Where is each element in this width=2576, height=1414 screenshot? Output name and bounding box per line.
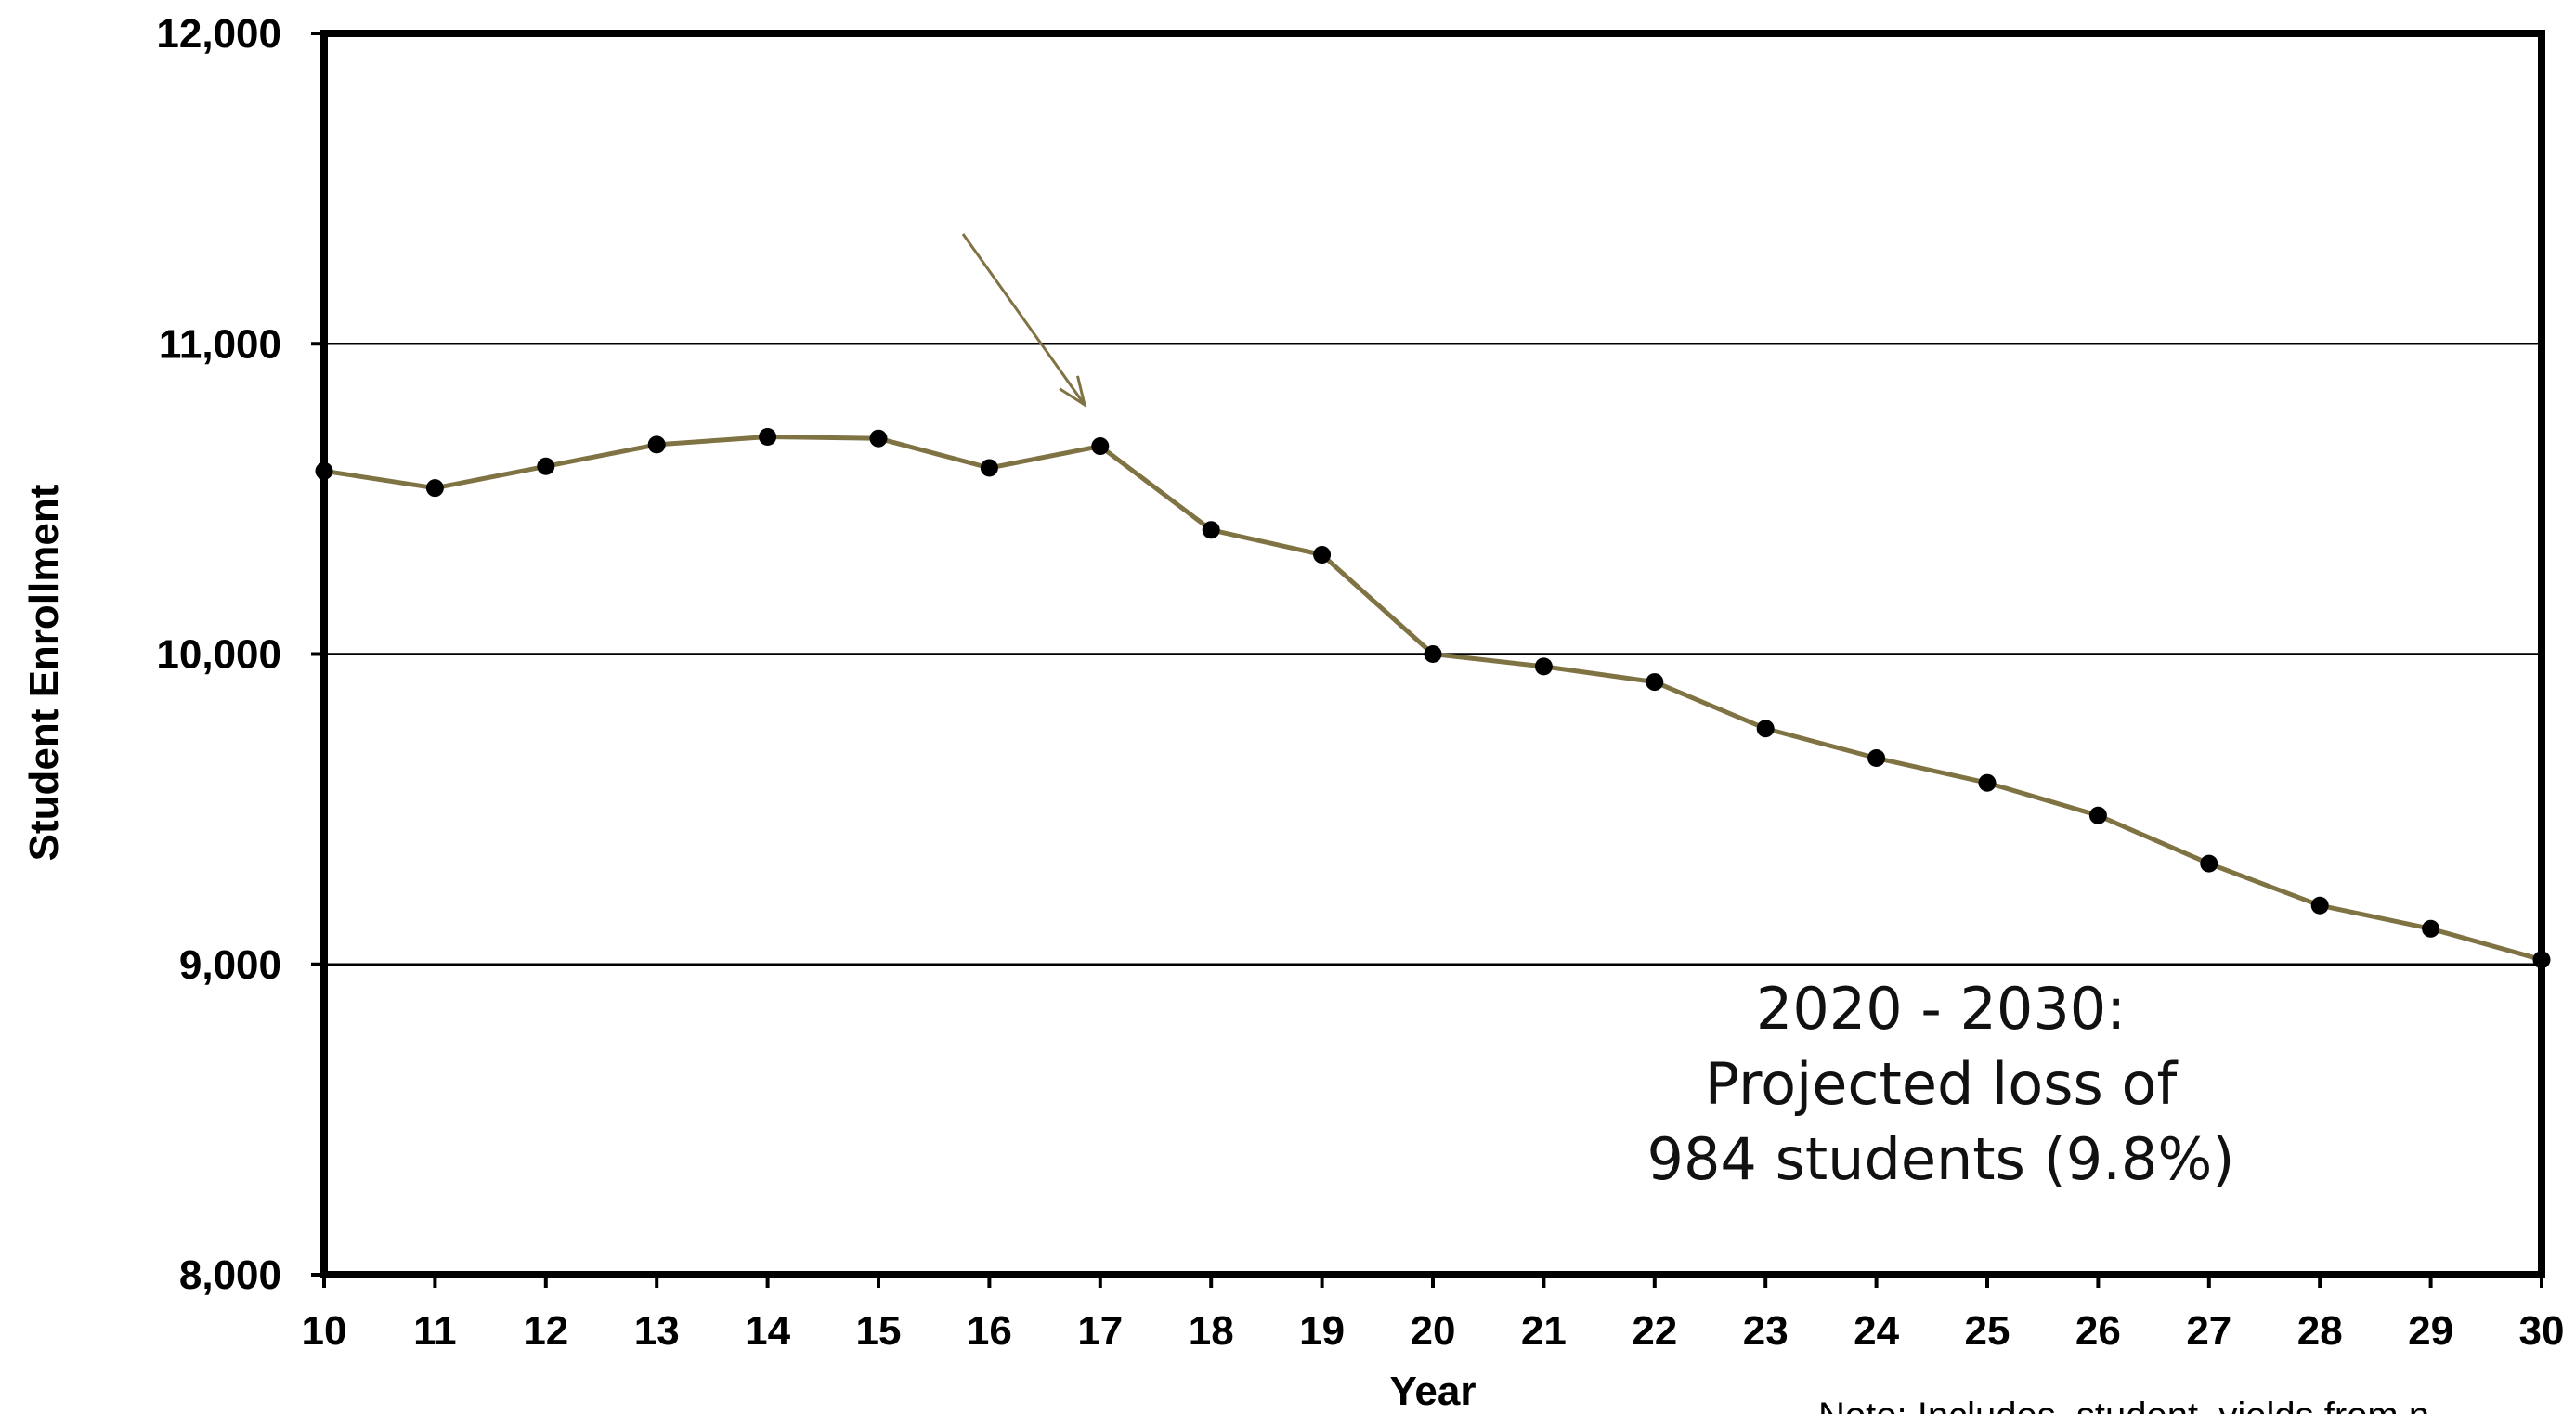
- y-axis-ticks: 8,000 9,000 10,000 11,000 12,000: [156, 11, 324, 1298]
- x-tick-label-20: 30: [2519, 1308, 2565, 1354]
- y-tick-label-3: 11,000: [159, 321, 281, 367]
- plot-border: [320, 30, 2545, 1278]
- y-tick-label-2: 10,000: [156, 632, 281, 678]
- x-tick-label-3: 13: [634, 1308, 680, 1354]
- data-point-20: [1424, 645, 1442, 663]
- x-tick-label-10: 20: [1411, 1308, 1456, 1354]
- y-tick-label-0: 8,000: [179, 1252, 281, 1298]
- x-tick-label-12: 22: [1632, 1308, 1677, 1354]
- data-point-29: [2422, 919, 2440, 938]
- x-axis-ticks: 10 11 12 13 14 15 16 17 18 19 20 21 22 23 24 25 26 27 28 29…: [302, 1275, 2565, 1354]
- x-tick-label-9: 19: [1299, 1308, 1345, 1354]
- x-tick-label-16: 26: [2075, 1308, 2121, 1354]
- plot-frame: [320, 30, 2545, 1278]
- x-tick-label-2: 12: [523, 1308, 568, 1354]
- annotation-line-period: 2020 - 2030:: [1756, 975, 2126, 1043]
- x-tick-label-11: 21: [1521, 1308, 1567, 1354]
- data-point-25: [1978, 773, 1997, 792]
- x-tick-label-17: 27: [2186, 1308, 2231, 1354]
- y-tick-label-1: 9,000: [179, 942, 281, 988]
- data-point-18: [1202, 521, 1220, 539]
- x-axis-title: Year: [1390, 1369, 1477, 1414]
- data-point-26: [2088, 806, 2107, 824]
- data-point-28: [2310, 896, 2329, 915]
- footnote: Note: Includes student yields from n: [1818, 1395, 2429, 1414]
- x-tick-label-19: 29: [2408, 1308, 2453, 1354]
- data-point-22: [1646, 673, 1664, 692]
- x-tick-label-1: 11: [413, 1308, 457, 1354]
- data-point-17: [1091, 437, 1110, 456]
- arrow-shaft: [961, 233, 1086, 406]
- x-tick-label-15: 25: [1965, 1308, 2010, 1354]
- x-tick-label-18: 28: [2297, 1308, 2343, 1354]
- x-tick-label-7: 17: [1077, 1308, 1123, 1354]
- x-tick-label-8: 18: [1189, 1308, 1234, 1354]
- data-point-12: [537, 457, 555, 475]
- x-tick-label-6: 16: [967, 1308, 1012, 1354]
- y-axis-title: Student Enrollment: [21, 484, 67, 861]
- data-point-16: [980, 459, 998, 477]
- data-point-27: [2200, 854, 2218, 873]
- data-point-15: [869, 429, 888, 448]
- data-point-21: [1534, 657, 1553, 676]
- data-point-13: [647, 435, 666, 454]
- data-point-11: [425, 479, 444, 498]
- annotation-line-loss: Projected loss of: [1705, 1050, 2179, 1118]
- data-point-19: [1313, 546, 1332, 564]
- series-line: [323, 435, 2543, 963]
- annotation-arrow: [961, 233, 1087, 409]
- x-tick-label-5: 15: [856, 1308, 902, 1354]
- x-tick-label-4: 14: [745, 1308, 790, 1354]
- data-point-23: [1756, 720, 1775, 738]
- y-tick-label-4: 12,000: [156, 11, 281, 57]
- arrow-head: [1059, 375, 1087, 409]
- x-tick-label-0: 10: [302, 1308, 347, 1354]
- data-point-14: [759, 428, 777, 447]
- annotation-line-count: 984 students (9.8%): [1647, 1125, 2235, 1193]
- data-point-24: [1867, 748, 1886, 767]
- x-tick-label-14: 24: [1854, 1308, 1899, 1354]
- x-tick-label-13: 23: [1743, 1308, 1789, 1354]
- enrollment-series: [315, 428, 2551, 969]
